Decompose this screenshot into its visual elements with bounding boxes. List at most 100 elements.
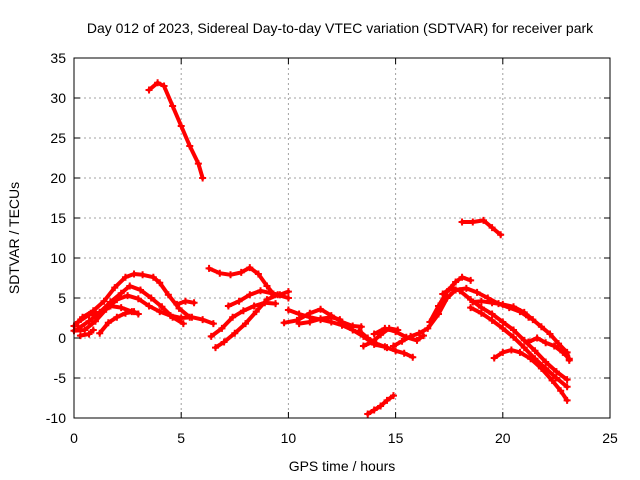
data-point	[139, 271, 147, 279]
data-point	[284, 288, 292, 296]
data-point	[488, 299, 496, 307]
x-tick-label: 0	[70, 430, 78, 446]
series-layer	[70, 79, 573, 418]
data-series-arc-hump-c	[70, 292, 217, 335]
data-point	[381, 324, 389, 332]
data-point	[85, 330, 93, 338]
data-point	[552, 374, 560, 382]
data-point	[85, 317, 93, 325]
data-point	[169, 102, 177, 110]
grid-layer	[74, 58, 610, 418]
x-tick-label: 15	[388, 430, 404, 446]
data-point	[537, 323, 545, 331]
x-tick-label: 10	[281, 430, 297, 446]
data-point	[284, 306, 292, 314]
data-point	[458, 273, 466, 281]
data-point	[156, 279, 164, 287]
x-tick-label: 20	[495, 430, 511, 446]
data-point	[227, 271, 235, 279]
data-point	[145, 302, 153, 310]
data-series-arc-mid-d	[207, 299, 280, 340]
data-series-arc-late-a	[426, 273, 475, 326]
y-tick-label: 35	[50, 50, 66, 66]
data-point	[477, 297, 485, 305]
data-point	[235, 297, 243, 305]
data-point	[370, 406, 378, 414]
data-point	[499, 348, 507, 356]
data-point	[280, 319, 288, 327]
data-point	[452, 278, 460, 286]
data-point	[398, 337, 406, 345]
data-point	[194, 160, 202, 168]
data-point	[469, 218, 477, 226]
data-series-arc-low-b	[96, 308, 138, 337]
data-point	[276, 291, 284, 299]
data-point	[89, 326, 97, 334]
data-point	[520, 336, 528, 344]
data-point	[550, 342, 558, 350]
data-series-arc-mid-e	[224, 287, 292, 310]
data-point	[370, 330, 378, 338]
data-point	[499, 318, 507, 326]
data-point	[117, 289, 125, 297]
data-point	[164, 291, 172, 299]
data-point	[499, 300, 507, 308]
data-point	[134, 295, 142, 303]
data-series-arc-hump-a	[70, 270, 194, 330]
data-point	[252, 308, 260, 316]
data-point	[364, 410, 372, 418]
data-point	[207, 332, 215, 340]
data-point	[488, 316, 496, 324]
data-point	[510, 326, 518, 334]
data-point	[91, 317, 99, 325]
data-point	[179, 320, 187, 328]
data-point	[267, 289, 275, 297]
data-point	[74, 318, 82, 326]
data-series-arc-mid-a	[173, 297, 198, 308]
data-point	[317, 315, 325, 323]
data-series-arc-late-f	[525, 334, 573, 363]
data-point	[377, 402, 385, 410]
data-point	[166, 312, 174, 320]
data-series-arc-late-b	[439, 284, 571, 384]
data-point	[327, 313, 335, 321]
data-point	[242, 320, 250, 328]
data-point	[434, 302, 442, 310]
data-point	[246, 264, 254, 272]
data-point	[96, 329, 104, 337]
data-series-arc-late-high	[458, 216, 505, 239]
data-point	[246, 291, 254, 299]
data-point	[413, 336, 421, 344]
data-point	[392, 347, 400, 355]
data-point	[261, 299, 269, 307]
y-tick-label: 25	[50, 130, 66, 146]
data-point	[490, 354, 498, 362]
data-point	[458, 218, 466, 226]
data-point	[364, 334, 372, 342]
data-point	[527, 355, 535, 363]
data-point	[424, 324, 432, 332]
y-tick-label: -10	[46, 410, 66, 426]
data-point	[531, 347, 539, 355]
data-point	[205, 264, 213, 272]
data-point	[134, 310, 142, 318]
data-point	[507, 346, 515, 354]
data-point	[96, 308, 104, 316]
y-tick-label: 30	[50, 90, 66, 106]
data-point	[510, 303, 518, 311]
data-point	[537, 364, 545, 372]
data-point	[400, 349, 408, 357]
data-point	[529, 316, 537, 324]
data-point	[407, 332, 415, 340]
data-series-arc-mid-b	[205, 264, 277, 298]
data-point	[467, 276, 475, 284]
data-point	[121, 309, 129, 317]
data-point	[124, 292, 132, 300]
data-point	[392, 328, 400, 336]
data-point	[177, 122, 185, 130]
data-point	[488, 224, 496, 232]
data-point	[113, 313, 121, 321]
data-point	[557, 387, 565, 395]
y-axis-title: SDTVAR / TECUs	[6, 182, 22, 294]
